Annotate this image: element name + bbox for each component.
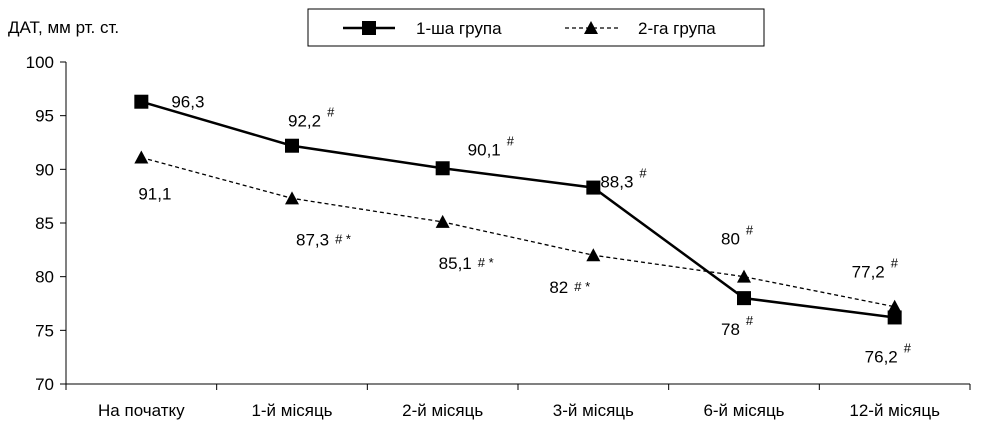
data-point-square: [586, 180, 601, 195]
data-point-triangle: [285, 191, 299, 205]
series-layer: [134, 94, 902, 325]
y-tick-label: 75: [35, 321, 54, 340]
y-axis-label: ДАТ, мм рт. ст.: [8, 18, 119, 37]
data-point-triangle: [586, 248, 601, 262]
series-line-1: [140, 100, 895, 319]
series-line-2: [141, 156, 895, 308]
x-tick-label: 12-й місяць: [849, 401, 940, 420]
legend: 1-ша група 2-га група: [307, 8, 765, 47]
y-tick-label: 80: [35, 268, 54, 287]
data-label: 92,2 #: [288, 105, 335, 131]
data-label: 76,2 #: [865, 340, 912, 366]
data-label: 88,3 #: [600, 166, 647, 192]
data-labels-layer: 96,3 92,2 # 90,1 # 88,3 # 78 # 76,2 # 91,1 87,3 # * 85…: [138, 93, 911, 367]
data-label: 96,3: [171, 93, 204, 112]
x-tick-label: 6-й місяць: [703, 401, 784, 420]
x-tick-label: 1-й місяць: [251, 401, 332, 420]
legend-label-series-2: 2-га група: [638, 19, 716, 38]
data-point-square: [435, 161, 450, 176]
data-point-square: [737, 291, 751, 306]
data-point-triangle: [737, 269, 751, 283]
x-tick-label: 3-й місяць: [553, 401, 634, 420]
y-tick-label: 100: [26, 53, 54, 72]
data-label: 85,1 # *: [439, 254, 494, 273]
legend-marker-square-icon: [362, 21, 376, 35]
y-tick-label: 85: [35, 214, 54, 233]
y-tick-label: 90: [35, 160, 54, 179]
data-point-square: [285, 138, 299, 153]
legend-label-series-1: 1-ша група: [416, 19, 502, 38]
data-point-triangle: [435, 214, 450, 228]
axes: 70 75 80 85 90 95 100 На початку 1-й місяць 2-й м…: [26, 53, 971, 420]
y-tick-label: 95: [35, 107, 54, 126]
data-label: 80 #: [721, 223, 754, 249]
data-point-square: [887, 310, 902, 325]
legend-marker-triangle-icon: [584, 21, 598, 34]
data-label: 82 # *: [549, 278, 590, 297]
data-label: 91,1: [138, 185, 171, 204]
data-label: 90,1 #: [468, 133, 515, 159]
data-point-triangle: [887, 299, 902, 313]
data-point-square: [134, 94, 149, 109]
y-tick-label: 70: [35, 375, 54, 394]
data-label: 87,3 # *: [296, 230, 351, 249]
data-point-triangle: [134, 150, 149, 164]
data-label: 78 #: [721, 313, 754, 339]
data-label: 77,2 #: [852, 256, 899, 282]
x-tick-label: На початку: [98, 401, 185, 420]
x-tick-label: 2-й місяць: [402, 401, 483, 420]
